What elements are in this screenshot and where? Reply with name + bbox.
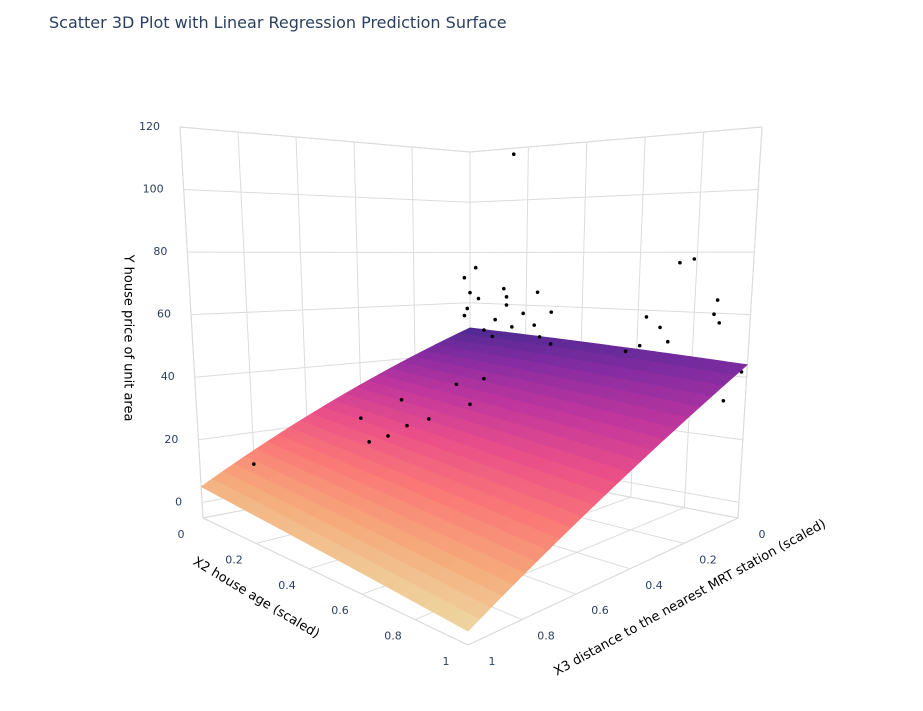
data-point [504,295,509,299]
data-point [521,311,525,316]
data-point [252,462,256,466]
data-point [548,342,553,346]
grid-line [737,126,763,519]
z-tick-label: 20 [164,433,178,446]
data-point [493,317,497,322]
x-tick-label: 0.6 [331,604,349,617]
data-point [678,260,682,265]
data-point [490,334,495,339]
surface [200,327,749,632]
data-point [692,257,697,261]
y-tick-label: 0.6 [591,604,609,617]
data-point [405,423,409,428]
grid-line [683,131,705,508]
data-point [637,343,642,348]
x-tick-label: 0.8 [384,630,402,643]
data-point [482,328,486,332]
y-tick-label: 0.2 [699,553,717,566]
z-tick-label: 120 [139,120,160,133]
data-point [644,315,649,319]
data-point [504,303,509,307]
grid-line [179,126,204,519]
data-point [476,296,481,301]
data-point [473,265,478,270]
z-tick-label: 60 [157,308,171,321]
data-point [717,321,722,325]
grid-line [469,189,759,203]
grid-line [237,131,257,508]
data-point [468,290,472,295]
y-tick-label: 0.4 [645,579,663,592]
z-tick-label: 40 [161,370,175,383]
data-point [510,325,514,329]
points-above [252,152,722,466]
data-point [537,335,542,339]
data-point [462,313,467,318]
data-point [715,298,720,302]
data-point [532,323,537,327]
y-tick-label: 1 [489,655,496,668]
data-point [367,440,371,444]
data-point [623,349,628,354]
data-point [721,398,726,403]
data-point [549,310,554,314]
data-point [712,312,716,316]
y-tick-label: 0 [759,528,766,541]
surface-patch [456,613,480,632]
grid-line [467,517,739,646]
data-point [399,398,404,402]
grid-line [191,302,471,316]
data-point [359,416,363,420]
data-point [511,152,516,157]
data-point [454,382,459,387]
data-point [468,402,472,407]
data-point [535,290,540,295]
z-tick-label: 80 [153,245,167,258]
data-point [482,376,486,381]
grid-line [469,302,751,316]
y-tick-label: 0.8 [537,630,555,643]
grid-line [183,189,471,203]
z-axis-title: Y house price of unit area [121,254,136,422]
z-tick-label: 100 [143,183,164,196]
z-tick-label: 0 [175,495,182,508]
x-tick-label: 0.2 [225,553,243,566]
data-point [427,417,431,421]
x-tick-label: 0.4 [278,579,296,592]
grid-line [179,126,471,153]
grid-line [202,517,469,646]
data-point [386,434,390,438]
data-point [665,339,670,344]
grid-line [469,126,763,153]
chart-title: Scatter 3D Plot with Linear Regression P… [49,13,507,32]
data-point [658,325,662,330]
x-tick-label: 1 [443,655,450,668]
x-tick-label: 0 [178,528,185,541]
data-point [501,286,506,291]
data-point [465,306,470,311]
data-point [462,275,467,280]
